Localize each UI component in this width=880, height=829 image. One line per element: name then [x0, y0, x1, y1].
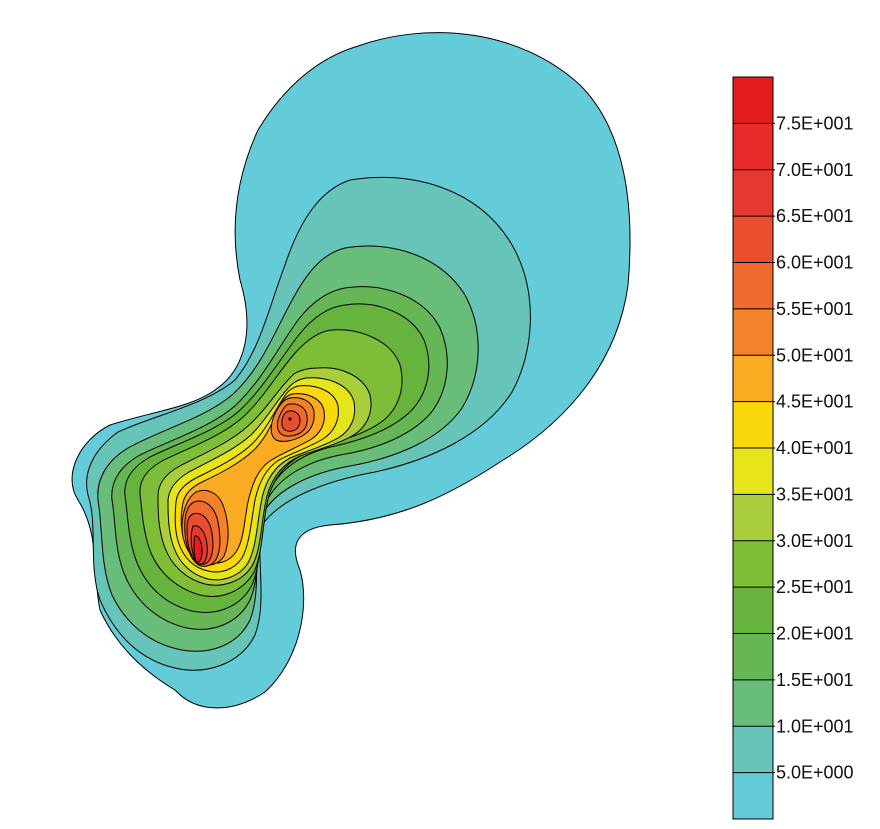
colorbar-swatch — [733, 772, 773, 819]
colorbar: 7.5E+001 7.0E+001 6.5E+001 6.0E+001 5.5E+001… — [732, 76, 854, 820]
colorbar-label: 4.5E+001 — [776, 392, 854, 412]
colorbar-swatch — [733, 262, 773, 309]
colorbar-swatch — [733, 679, 773, 727]
colorbar-swatch — [733, 169, 773, 217]
colorbar-label: 3.5E+001 — [776, 484, 854, 504]
colorbar-swatch — [733, 355, 773, 402]
colorbar-swatch — [733, 308, 773, 356]
colorbar-label: 5.5E+001 — [776, 299, 854, 319]
colorbar-swatch — [733, 216, 773, 263]
colorbar-swatch — [733, 494, 773, 541]
colorbar-swatch — [733, 726, 773, 773]
colorbar-label: 1.5E+001 — [776, 670, 854, 690]
colorbar-label: 6.5E+001 — [776, 206, 854, 226]
colorbar-label: 5.0E+001 — [776, 345, 854, 365]
colorbar-swatch — [733, 401, 773, 448]
colorbar-swatch — [733, 77, 773, 124]
colorbar-label: 2.0E+001 — [776, 624, 854, 644]
colorbar-swatch — [733, 448, 773, 495]
colorbar-swatch — [733, 587, 773, 634]
contour-bands — [71, 32, 631, 709]
colorbar-swatch — [733, 633, 773, 680]
contour-band-75 — [193, 535, 203, 563]
colorbar-swatch — [733, 123, 773, 170]
peak-marker — [288, 417, 292, 421]
colorbar-label: 2.5E+001 — [776, 577, 854, 597]
colorbar-label: 6.0E+001 — [776, 253, 854, 273]
colorbar-label: 7.5E+001 — [776, 113, 854, 133]
colorbar-swatch — [733, 540, 773, 588]
colorbar-label: 5.0E+000 — [776, 763, 854, 783]
colorbar-label: 3.0E+001 — [776, 531, 854, 551]
contour-band-60 — [184, 403, 308, 567]
colorbar-label: 1.0E+001 — [776, 716, 854, 736]
colorbar-label: 4.0E+001 — [776, 438, 854, 458]
colorbar-label: 7.0E+001 — [776, 160, 854, 180]
